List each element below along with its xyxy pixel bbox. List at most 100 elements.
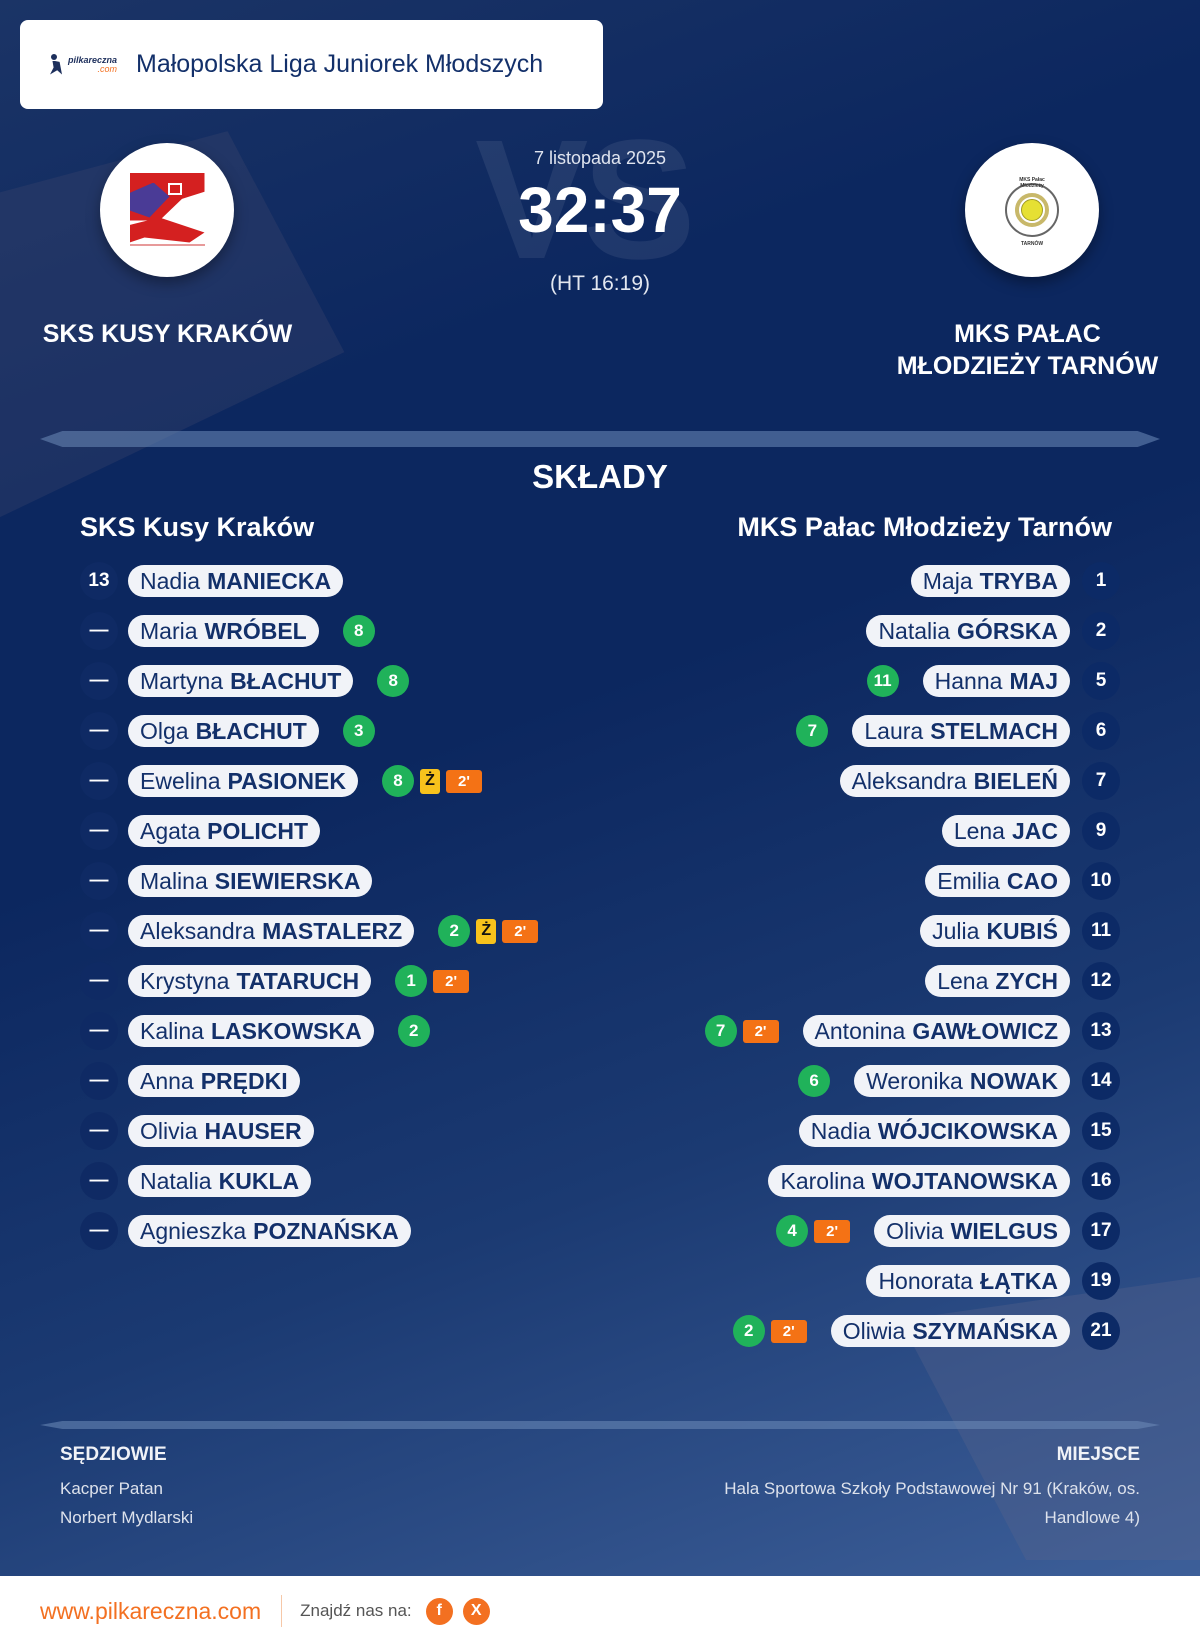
player-name[interactable]: Malina SIEWIERSKA [128,865,373,897]
jersey-number: — [80,712,118,750]
player-name[interactable]: Maria WRÓBEL [128,615,319,647]
referees-title: SĘDZIOWIE [60,1444,167,1465]
player-row: — Maria WRÓBEL 8 [80,606,538,656]
last-name: TRYBA [979,567,1058,594]
goals-badge: 8 [381,765,414,797]
player-name[interactable]: Antonina GAWŁOWICZ [802,1015,1070,1047]
last-name: KUKLA [218,1167,300,1194]
player-name[interactable]: Lena JAC [941,815,1070,847]
goals-badge: 7 [796,715,829,747]
last-name: SIEWIERSKA [214,867,361,894]
player-stats: 7 2' [704,1015,779,1047]
jersey-number: — [80,762,118,800]
first-name: Maja [922,567,973,594]
away-lineup-title: MKS Pałac Młodzieży Tarnów [737,512,1112,542]
halftime-score: (HT 16:19) [550,272,650,295]
player-name[interactable]: Anna PRĘDKI [128,1065,300,1097]
first-name: Olga [140,717,189,744]
first-name: Maria [140,617,198,644]
away-lineup-list: 1 Maja TRYBA 2 Natalia GÓRSKA 5 Hanna MA… [704,556,1120,1356]
player-name[interactable]: Natalia KUKLA [128,1165,312,1197]
facebook-icon[interactable]: f [425,1597,453,1625]
player-name[interactable]: Maja TRYBA [910,565,1070,597]
jersey-number: — [80,912,118,950]
player-row: 11 Julia KUBIŚ [705,906,1120,956]
player-name[interactable]: Weronika NOWAK [854,1065,1070,1097]
player-name[interactable]: Karolina WOJTANOWSKA [768,1165,1070,1197]
x-twitter-icon[interactable]: X [462,1597,490,1625]
last-name: MASTALERZ [262,917,403,944]
jersey-number: 21 [1082,1312,1120,1350]
jersey-number: — [80,1112,118,1150]
jersey-number: 11 [1082,912,1120,950]
player-name[interactable]: Nadia WÓJCIKOWSKA [798,1115,1070,1147]
player-name[interactable]: Aleksandra BIELEŃ [839,765,1070,797]
jersey-number: — [80,662,118,700]
first-name: Anna [140,1067,194,1094]
referee-name: Norbert Mydlarski [60,1508,194,1527]
player-name[interactable]: Nadia MANIECKA [128,565,344,597]
player-name[interactable]: Honorata ŁĄTKA [866,1265,1070,1297]
last-name: BŁACHUT [230,667,342,694]
last-name: POZNAŃSKA [253,1217,399,1244]
player-name[interactable]: Olivia HAUSER [128,1115,314,1147]
player-name[interactable]: Olivia WIELGUS [874,1215,1070,1247]
player-name[interactable]: Natalia GÓRSKA [866,615,1070,647]
player-row: 7 Aleksandra BIELEŃ [705,756,1120,806]
jersey-number: 2 [1082,612,1120,650]
away-team-logo: MKS Pałac Młodzieży TARNÓW [965,143,1099,277]
goals-badge: 11 [866,665,899,697]
player-name[interactable]: Agnieszka POZNAŃSKA [128,1215,411,1247]
player-name[interactable]: Kalina LASKOWSKA [128,1015,374,1047]
away-crest-icon: MKS Pałac Młodzieży TARNÓW [1001,177,1063,247]
pilkareczna-logo-icon[interactable]: pilkareczna .com [48,50,122,80]
first-name: Krystyna [140,967,230,994]
last-name: POLICHT [207,817,309,844]
player-row: — Krystyna TATARUCH 1 2' [80,956,538,1006]
last-name: JAC [1011,817,1058,844]
player-name[interactable]: Martyna BŁACHUT [128,665,354,697]
goals-badge: 2 [438,915,471,947]
player-name[interactable]: Oliwia SZYMAŃSKA [830,1315,1070,1347]
suspension-badge: 2' [445,769,482,793]
player-stats: 7 [796,715,829,747]
player-name[interactable]: Laura STELMACH [852,715,1070,747]
home-lineup-list: 13 Nadia MANIECKA — Maria WRÓBEL 8 — Mar… [80,556,539,1256]
footer-separator [281,1595,283,1627]
player-name[interactable]: Julia KUBIŚ [920,915,1070,947]
player-name[interactable]: Emilia CAO [925,865,1070,897]
player-row: — Anna PRĘDKI [80,1056,538,1106]
final-score: 32:37 [518,174,682,246]
last-name: TATARUCH [236,967,360,994]
player-row: — Natalia KUKLA [80,1156,538,1206]
goals-badge: 8 [377,665,410,697]
player-name[interactable]: Olga BŁACHUT [128,715,319,747]
player-figure-icon [48,52,66,78]
player-name[interactable]: Agata POLICHT [128,815,321,847]
first-name: Natalia [140,1167,212,1194]
player-stats: 8 [342,615,375,647]
away-team-name-line2: MŁODZIEŻY TARNÓW [896,352,1159,380]
player-row: 1 Maja TRYBA [705,556,1120,606]
footer: www.pilkareczna.com Znajdź nas na: f X [0,1576,1200,1646]
player-name[interactable]: Hanna MAJ [922,665,1070,697]
player-name[interactable]: Krystyna TATARUCH [128,965,372,997]
venue-address-line1: Hala Sportowa Szkoły Podstawowej Nr 91 (… [724,1479,1140,1498]
first-name: Nadia [810,1117,871,1144]
first-name: Laura [864,717,924,744]
player-row: — Kalina LASKOWSKA 2 [80,1006,538,1056]
player-row: 16 Karolina WOJTANOWSKA [705,1156,1120,1206]
player-name[interactable]: Aleksandra MASTALERZ [128,915,415,947]
website-link[interactable]: www.pilkareczna.com [40,1597,262,1624]
yellow-card-icon: Ż [476,918,497,944]
player-name[interactable]: Ewelina PASIONEK [128,765,358,797]
last-name: KUBIŚ [986,917,1058,944]
last-name: PRĘDKI [200,1067,288,1094]
goals-badge: 2 [732,1315,765,1347]
first-name: Agnieszka [140,1217,247,1244]
first-name: Julia [932,917,980,944]
first-name: Natalia [878,617,951,644]
player-row: 17 Olivia WIELGUS 4 2' [705,1206,1120,1256]
player-name[interactable]: Lena ZYCH [925,965,1070,997]
player-stats: 8 Ż 2' [381,765,482,797]
